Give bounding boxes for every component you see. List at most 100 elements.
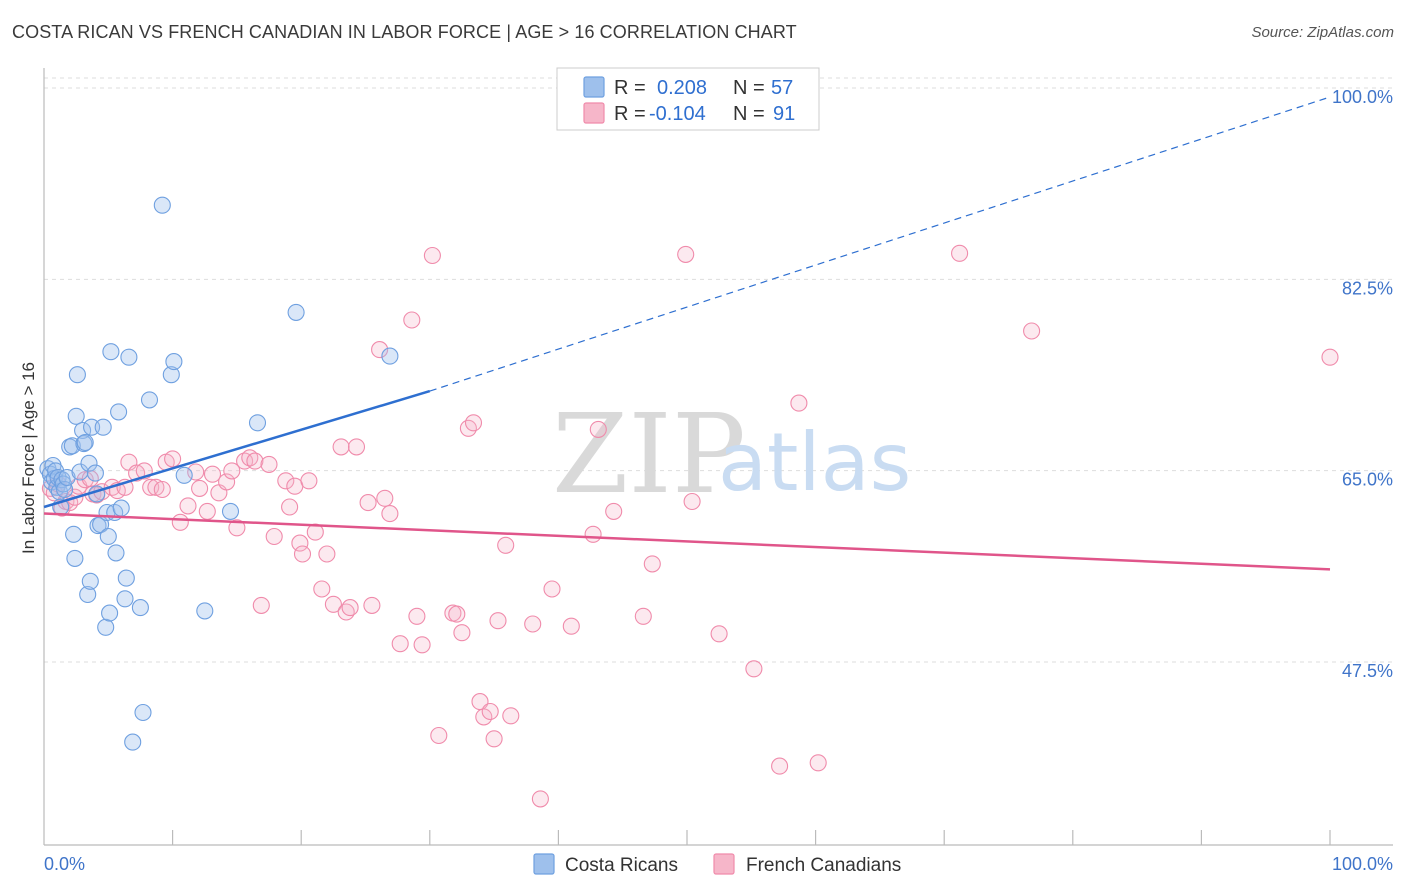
- data-point: [153, 196, 171, 214]
- data-point: [66, 549, 84, 567]
- data-point: [124, 733, 142, 751]
- data-point: [809, 754, 827, 772]
- data-point: [381, 347, 399, 365]
- data-point: [223, 462, 241, 480]
- data-point: [287, 303, 305, 321]
- data-point: [481, 702, 499, 721]
- bottom-legend-label-french-canadians: French Canadians: [746, 855, 901, 876]
- data-point: [371, 341, 389, 359]
- data-point: [81, 572, 99, 590]
- data-point: [584, 525, 602, 543]
- data-point: [1023, 322, 1041, 340]
- data-point: [171, 513, 189, 531]
- data-point: [376, 489, 394, 507]
- data-point: [260, 455, 278, 473]
- data-point: [58, 468, 76, 487]
- data-point: [277, 472, 295, 490]
- trend-lines: [43, 96, 1331, 571]
- data-point: [485, 730, 503, 748]
- chart-title: COSTA RICAN VS FRENCH CANADIAN IN LABOR …: [12, 22, 797, 42]
- x-tick-label-min: 0.0%: [44, 854, 85, 874]
- data-point: [83, 418, 101, 436]
- data-point: [497, 536, 515, 554]
- legend-n-label-costa-ricans: N =: [733, 77, 765, 99]
- data-point: [241, 449, 259, 467]
- data-point: [79, 585, 97, 604]
- data-point: [101, 604, 119, 622]
- data-point: [162, 366, 180, 384]
- data-point: [771, 757, 789, 775]
- data-point: [153, 480, 171, 499]
- data-point: [381, 505, 399, 523]
- data-point: [677, 245, 695, 263]
- legend-bottom: Costa Ricans French Canadians: [533, 853, 901, 876]
- data-point: [318, 545, 336, 563]
- trend-line-french-canadians: [43, 512, 1331, 571]
- bottom-legend-swatch-costa-ricans: [533, 853, 555, 875]
- data-point: [116, 590, 134, 608]
- data-point: [413, 636, 431, 654]
- data-point: [332, 438, 350, 456]
- data-point: [359, 494, 377, 512]
- chart-source: Source: ZipAtlas.com: [1251, 24, 1394, 41]
- data-point: [107, 544, 125, 562]
- data-point: [293, 545, 312, 563]
- data-point: [131, 599, 149, 617]
- data-point: [448, 605, 466, 623]
- data-point: [198, 502, 216, 520]
- data-point: [221, 502, 240, 520]
- data-point: [236, 452, 254, 470]
- series-french-canadians: [41, 244, 1339, 808]
- data-point: [179, 497, 197, 515]
- data-point: [634, 607, 652, 625]
- data-point: [86, 464, 104, 482]
- data-point: [196, 602, 214, 620]
- data-point: [710, 625, 728, 643]
- y-tick-label-47-5: 47.5%: [1342, 661, 1393, 681]
- data-point: [562, 617, 580, 635]
- data-point: [423, 246, 441, 265]
- legend-n-value-costa-ricans: 57: [771, 77, 793, 99]
- legend-r-value-french-canadians: -0.104: [649, 103, 706, 125]
- trend-line-costa-ricans: [43, 389, 431, 509]
- data-point: [589, 420, 607, 438]
- data-point: [745, 660, 763, 678]
- data-point: [531, 790, 549, 808]
- data-point: [228, 519, 246, 537]
- legend-n-value-french-canadians: 91: [773, 103, 795, 125]
- y-tick-labels: 47.5% 65.0% 82.5% 100.0%: [1332, 87, 1393, 681]
- data-point: [134, 703, 152, 722]
- legend-swatch-costa-ricans: [583, 76, 605, 98]
- data-point: [165, 353, 183, 371]
- data-point: [147, 478, 165, 496]
- bottom-legend-swatch-french-canadians: [713, 853, 735, 875]
- data-point: [313, 580, 331, 598]
- data-point: [543, 580, 561, 598]
- data-point: [102, 343, 120, 361]
- y-axis-title: In Labor Force | Age > 16: [19, 362, 38, 554]
- data-point: [164, 450, 182, 468]
- data-point: [75, 435, 93, 453]
- data-point: [790, 394, 808, 412]
- data-point: [248, 414, 267, 432]
- data-point: [1321, 348, 1339, 366]
- watermark: ZIP atlas: [552, 390, 911, 518]
- y-tick-label-100: 100.0%: [1332, 87, 1393, 107]
- bottom-legend-label-costa-ricans: Costa Ricans: [565, 855, 678, 876]
- data-point: [65, 525, 83, 543]
- data-point: [265, 527, 283, 546]
- data-point: [117, 569, 135, 587]
- data-point: [291, 534, 309, 552]
- legend-n-label-french-canadians: N =: [733, 103, 765, 125]
- data-points: [39, 196, 1339, 808]
- legend-top: R = 0.208 N = 57 R = -0.104 N = 91: [556, 67, 820, 131]
- data-point: [281, 498, 299, 516]
- data-point: [430, 726, 448, 745]
- data-point: [341, 599, 359, 617]
- data-point: [80, 454, 98, 472]
- data-point: [408, 607, 426, 625]
- gridlines: [44, 77, 1393, 663]
- legend-r-label-french-canadians: R =: [614, 103, 646, 125]
- data-point: [605, 502, 623, 520]
